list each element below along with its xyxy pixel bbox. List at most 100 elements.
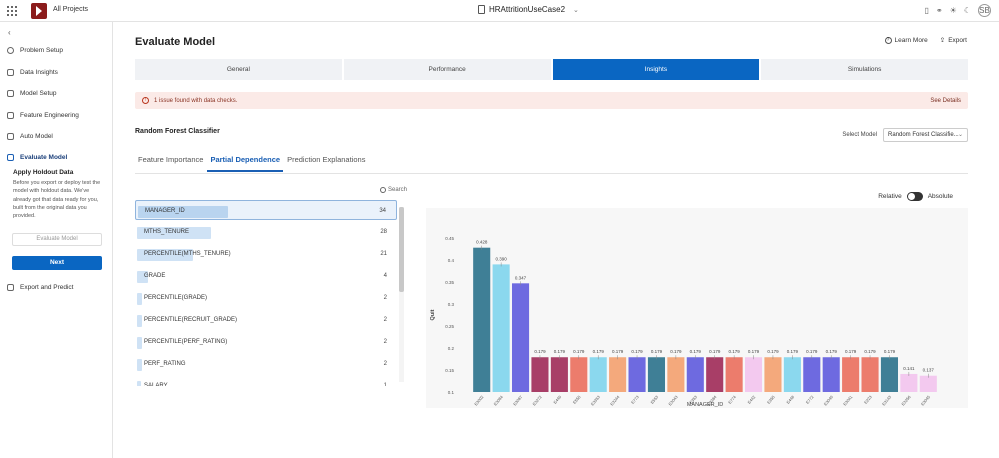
feature-count: 2	[383, 339, 387, 345]
bar-value-label: 0.141	[903, 366, 915, 371]
chart-bar	[706, 357, 724, 392]
chart-bar	[686, 357, 704, 392]
scrollbar-thumb[interactable]	[399, 207, 404, 292]
theme-icon[interactable]: ☀	[949, 6, 957, 15]
bar-value-label: 0.179	[670, 349, 682, 354]
project-selector[interactable]: HRAttritionUseCase2 ⌄	[478, 5, 579, 14]
app-logo[interactable]	[31, 3, 47, 19]
feature-row[interactable]: PERCENTILE(MTHS_TENURE) 21	[135, 244, 397, 264]
feature-row[interactable]: SALARY 1	[135, 376, 397, 386]
feature-name: MANAGER_ID	[145, 208, 185, 214]
tab-performance[interactable]: Performance	[343, 59, 551, 80]
holdout-description: Before you export or deploy test the mod…	[13, 180, 101, 220]
help-icon: ?	[884, 36, 892, 44]
chart-bar	[667, 357, 685, 392]
sliders-icon	[7, 89, 14, 97]
feature-importance-bar	[137, 293, 143, 305]
bar-value-label: 0.179	[748, 349, 760, 354]
tab-simulations[interactable]: Simulations	[761, 59, 968, 80]
x-tick-label: E3143	[881, 394, 893, 407]
x-tick-label: E553	[649, 394, 659, 405]
x-tick-label: E3040	[823, 394, 835, 407]
tab-general[interactable]: General	[135, 59, 342, 80]
x-tick-label: E774	[727, 394, 737, 405]
tab-insights[interactable]: Insights	[552, 59, 760, 80]
chevron-down-icon: ⌄	[573, 6, 579, 14]
feature-name: PERCENTILE(GRADE)	[144, 295, 208, 301]
link-icon[interactable]: ⚭	[935, 6, 943, 15]
learn-more-button[interactable]: ? Learn More	[884, 36, 928, 44]
bar-value-label: 0.347	[515, 275, 527, 280]
y-tick-label: 0.2	[448, 346, 455, 351]
project-name: HRAttritionUseCase2	[489, 5, 566, 14]
chart-bar	[783, 357, 801, 392]
x-tick-label: E353	[688, 394, 698, 405]
export-icon: ⇪	[939, 37, 946, 44]
page-title: Evaluate Model	[135, 36, 216, 48]
feature-count: 21	[380, 251, 387, 257]
x-tick-label: E3002	[473, 394, 485, 407]
next-button[interactable]: Next	[12, 256, 102, 270]
feature-row[interactable]: MTHS_TENURE 28	[135, 222, 397, 242]
x-tick-label: E355	[766, 394, 776, 405]
subtabs-divider	[135, 173, 968, 174]
insights-subtabs: Feature Importance Partial Dependence Pr…	[135, 153, 369, 172]
device-icon[interactable]: ▯	[924, 6, 929, 15]
y-tick-label: 0.25	[445, 324, 454, 329]
sidebar-item-data-insights[interactable]: Data Insights	[0, 65, 112, 79]
model-select[interactable]: Random Forest Classifie... ⌄	[883, 128, 968, 142]
select-model-label: Select Model	[842, 132, 877, 138]
y-tick-label: 0.4	[448, 258, 455, 263]
layers-icon	[7, 111, 14, 119]
back-chevron-icon[interactable]: ‹	[8, 28, 11, 37]
chart-bar	[744, 357, 763, 392]
feature-row[interactable]: GRADE 4	[135, 266, 397, 286]
bar-value-label: 0.179	[690, 349, 702, 354]
evaluate-model-button[interactable]: Evaluate Model	[12, 233, 102, 246]
x-tick-label: E3084	[493, 394, 505, 407]
toggle-absolute-label: Absolute	[927, 193, 953, 200]
app-grid-icon[interactable]	[7, 6, 17, 16]
subtab-prediction-explanations[interactable]: Prediction Explanations	[287, 155, 366, 164]
toggle-switch[interactable]	[906, 192, 923, 201]
x-tick-label: E3045	[920, 394, 932, 407]
main-tabs: General Performance Insights Simulations	[135, 59, 968, 80]
feature-search[interactable]: Search	[380, 187, 407, 193]
chart-icon	[7, 68, 14, 76]
bar-value-label: 0.179	[573, 349, 585, 354]
sidebar-item-auto-model[interactable]: Auto Model	[0, 129, 112, 143]
feature-row[interactable]: PERF_RATING 2	[135, 354, 397, 374]
sidebar-item-problem-setup[interactable]: Problem Setup	[0, 43, 112, 57]
relative-absolute-toggle: Relative Absolute	[878, 192, 953, 201]
chart-bar	[647, 357, 666, 392]
subtab-feature-importance[interactable]: Feature Importance	[138, 155, 204, 164]
feature-count: 2	[383, 361, 387, 367]
chart-bar	[531, 357, 549, 392]
chart-bar	[511, 283, 530, 392]
export-button[interactable]: ⇪ Export	[939, 36, 967, 45]
see-details-link[interactable]: See Details	[930, 97, 961, 104]
sidebar-item-model-setup[interactable]: Model Setup	[0, 86, 112, 100]
model-name: Random Forest Classifier	[135, 128, 220, 135]
feature-row[interactable]: PERCENTILE(GRADE) 2	[135, 288, 397, 308]
all-projects-link[interactable]: All Projects	[53, 6, 89, 13]
sidebar-item-export-predict[interactable]: Export and Predict	[0, 280, 112, 294]
subtab-partial-dependence[interactable]: Partial Dependence	[207, 153, 284, 172]
feature-name: PERCENTILE(PERF_RATING)	[144, 339, 228, 345]
chart-bar	[473, 247, 491, 392]
chart-bar	[570, 357, 588, 392]
feature-row[interactable]: MANAGER_ID 34	[135, 200, 397, 220]
feature-name: MTHS_TENURE	[144, 229, 190, 235]
bar-value-label: 0.428	[476, 240, 488, 245]
x-tick-label: E223	[863, 394, 873, 405]
feature-row[interactable]: PERCENTILE(PERF_RATING) 2	[135, 332, 397, 352]
sidebar-item-evaluate-model[interactable]: Evaluate Model	[0, 150, 112, 164]
feature-list: MANAGER_ID 34 MTHS_TENURE 28 PERCENTILE(MTHS…	[135, 200, 405, 386]
avatar[interactable]: SB	[978, 4, 991, 17]
sidebar-item-feature-engineering[interactable]: Feature Engineering	[0, 108, 112, 122]
warning-icon: !	[142, 97, 149, 104]
x-axis-label: MANAGER_ID	[687, 402, 723, 408]
feature-row[interactable]: PERCENTILE(RECRUIT_GRADE) 2	[135, 310, 397, 330]
feature-list-scrollbar[interactable]	[399, 207, 404, 382]
moon-icon[interactable]: ☾	[963, 6, 971, 15]
